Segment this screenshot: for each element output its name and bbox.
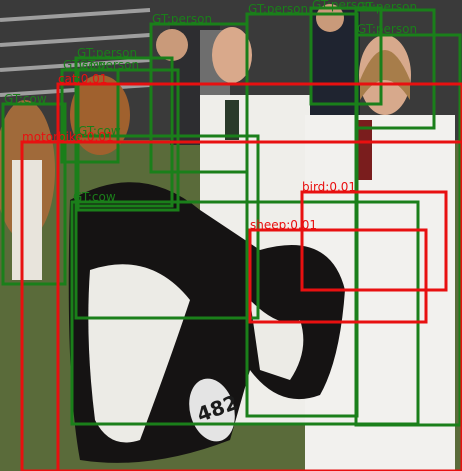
- pred-box-cat: [56, 82, 462, 471]
- gt-boxes: [1, 6, 462, 427]
- gt-box-cow: [60, 68, 120, 164]
- pred-labels: motorbike:0.01 bird:0.01 sheep:0.01 cat:…: [22, 72, 356, 232]
- gt-label: GT:person: [79, 58, 139, 72]
- pred-label: bird:0.01: [302, 180, 356, 194]
- pred-box-sheep: [248, 228, 428, 324]
- pred-label: sheep:0.01: [250, 218, 317, 232]
- gt-label: GT:cow: [4, 92, 47, 106]
- pred-box-bird: [300, 190, 448, 292]
- pred-boxes: [20, 82, 462, 471]
- gt-label: GT:cow: [63, 58, 106, 72]
- gt-label: GT:person: [312, 0, 372, 12]
- gt-box-person: [74, 56, 174, 208]
- gt-label: GT:person: [248, 2, 308, 16]
- gt-box-cow: [1, 102, 67, 286]
- gt-box-cow: [74, 134, 260, 320]
- gt-label: GT:person: [357, 22, 417, 36]
- gt-label: GT:person: [357, 0, 417, 14]
- gt-label: GT:person: [77, 46, 137, 60]
- gt-label: GT:person: [152, 12, 212, 26]
- gt-labels: GT:person GT:person GT:person GT:person …: [4, 0, 417, 204]
- gt-box-person: [309, 6, 383, 106]
- pred-label: cat:0.01: [58, 72, 107, 86]
- holstein-cow: 482: [68, 182, 345, 463]
- gt-box-cow: [70, 200, 420, 426]
- gt-box-person: [76, 68, 180, 212]
- pred-label: motorbike:0.01: [22, 130, 114, 144]
- gt-label: GT:cow: [78, 124, 121, 138]
- gt-label: GT:cow: [73, 190, 116, 204]
- pred-box-motorbike: [20, 140, 462, 471]
